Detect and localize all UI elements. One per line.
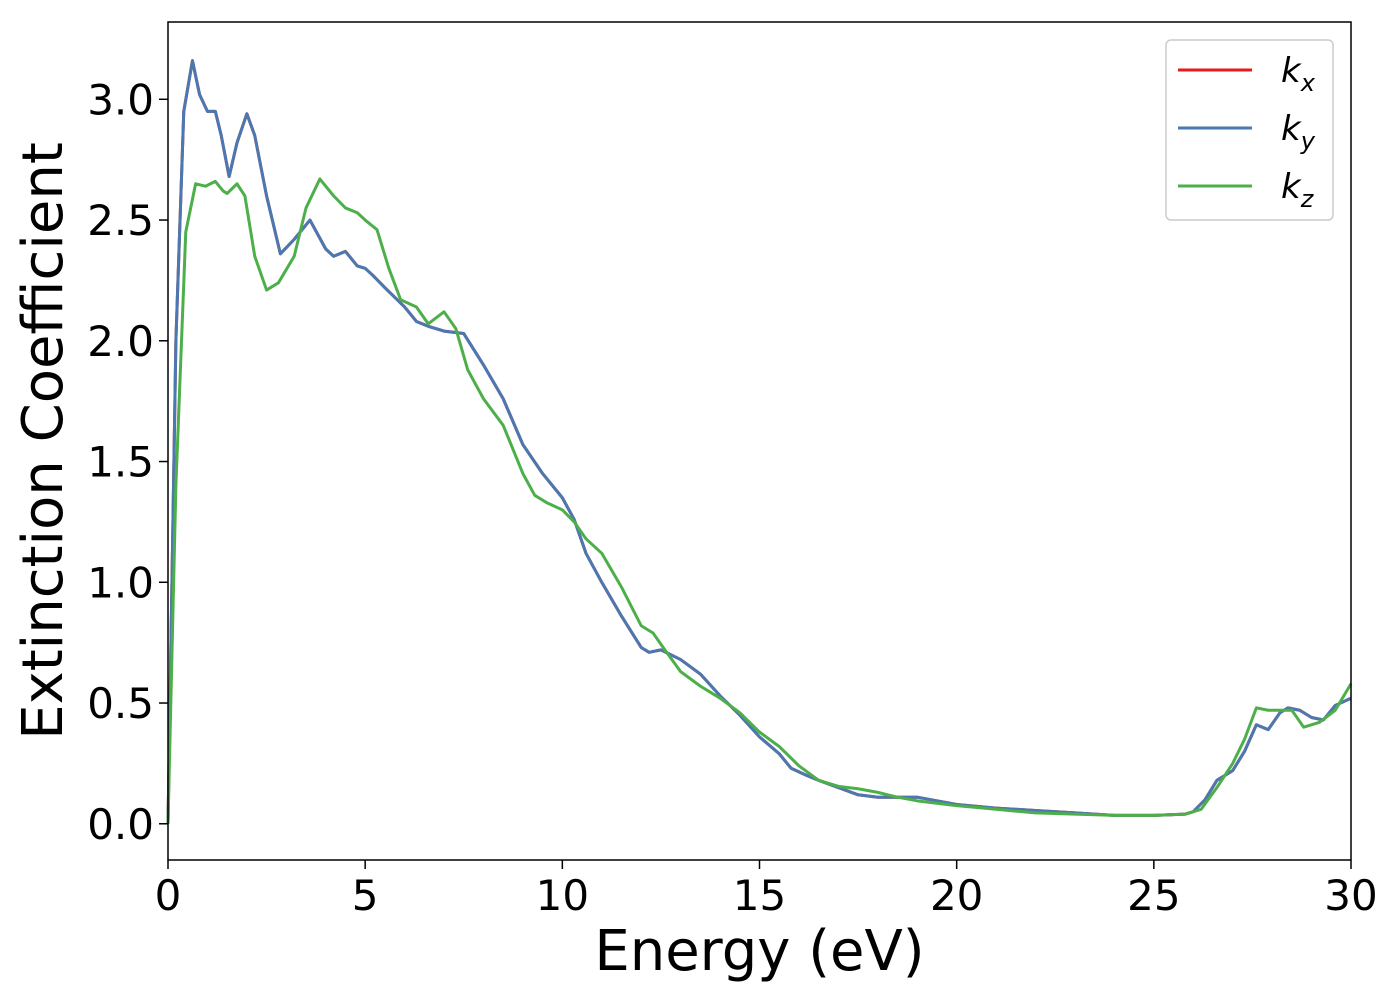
legend-label: kz — [1281, 167, 1315, 213]
x-axis-title: Energy (eV) — [594, 919, 924, 984]
y-tick-label: 2.5 — [87, 196, 154, 245]
legend-label: ky — [1281, 109, 1316, 155]
y-axis-title: Extinction Coefficient — [11, 142, 76, 740]
x-tick-label: 15 — [733, 871, 786, 920]
series-line-k-y — [166, 59, 1352, 824]
x-tick-label: 25 — [1127, 871, 1180, 920]
x-axis: 0 5 10 15 20 25 30 — [155, 860, 1378, 920]
y-axis: 0.0 0.5 1.0 1.5 2.0 2.5 3.0 — [87, 75, 168, 849]
x-tick-label: 0 — [155, 871, 182, 920]
x-tick-label: 30 — [1324, 871, 1377, 920]
y-tick-label: 1.0 — [87, 558, 154, 607]
series-line-k-z — [166, 177, 1353, 824]
x-tick-label: 20 — [930, 871, 983, 920]
y-tick-label: 0.0 — [87, 800, 154, 849]
y-tick-label: 3.0 — [87, 75, 154, 124]
y-tick-label: 0.5 — [87, 679, 154, 728]
series-layer — [166, 59, 1353, 824]
legend-box — [1165, 39, 1334, 221]
y-tick-label: 2.0 — [87, 317, 154, 366]
x-tick-label: 5 — [352, 871, 379, 920]
legend: kx ky kz — [1165, 39, 1334, 221]
y-tick-label: 1.5 — [87, 438, 154, 487]
x-tick-label: 10 — [536, 871, 589, 920]
legend-label: kx — [1281, 51, 1316, 97]
